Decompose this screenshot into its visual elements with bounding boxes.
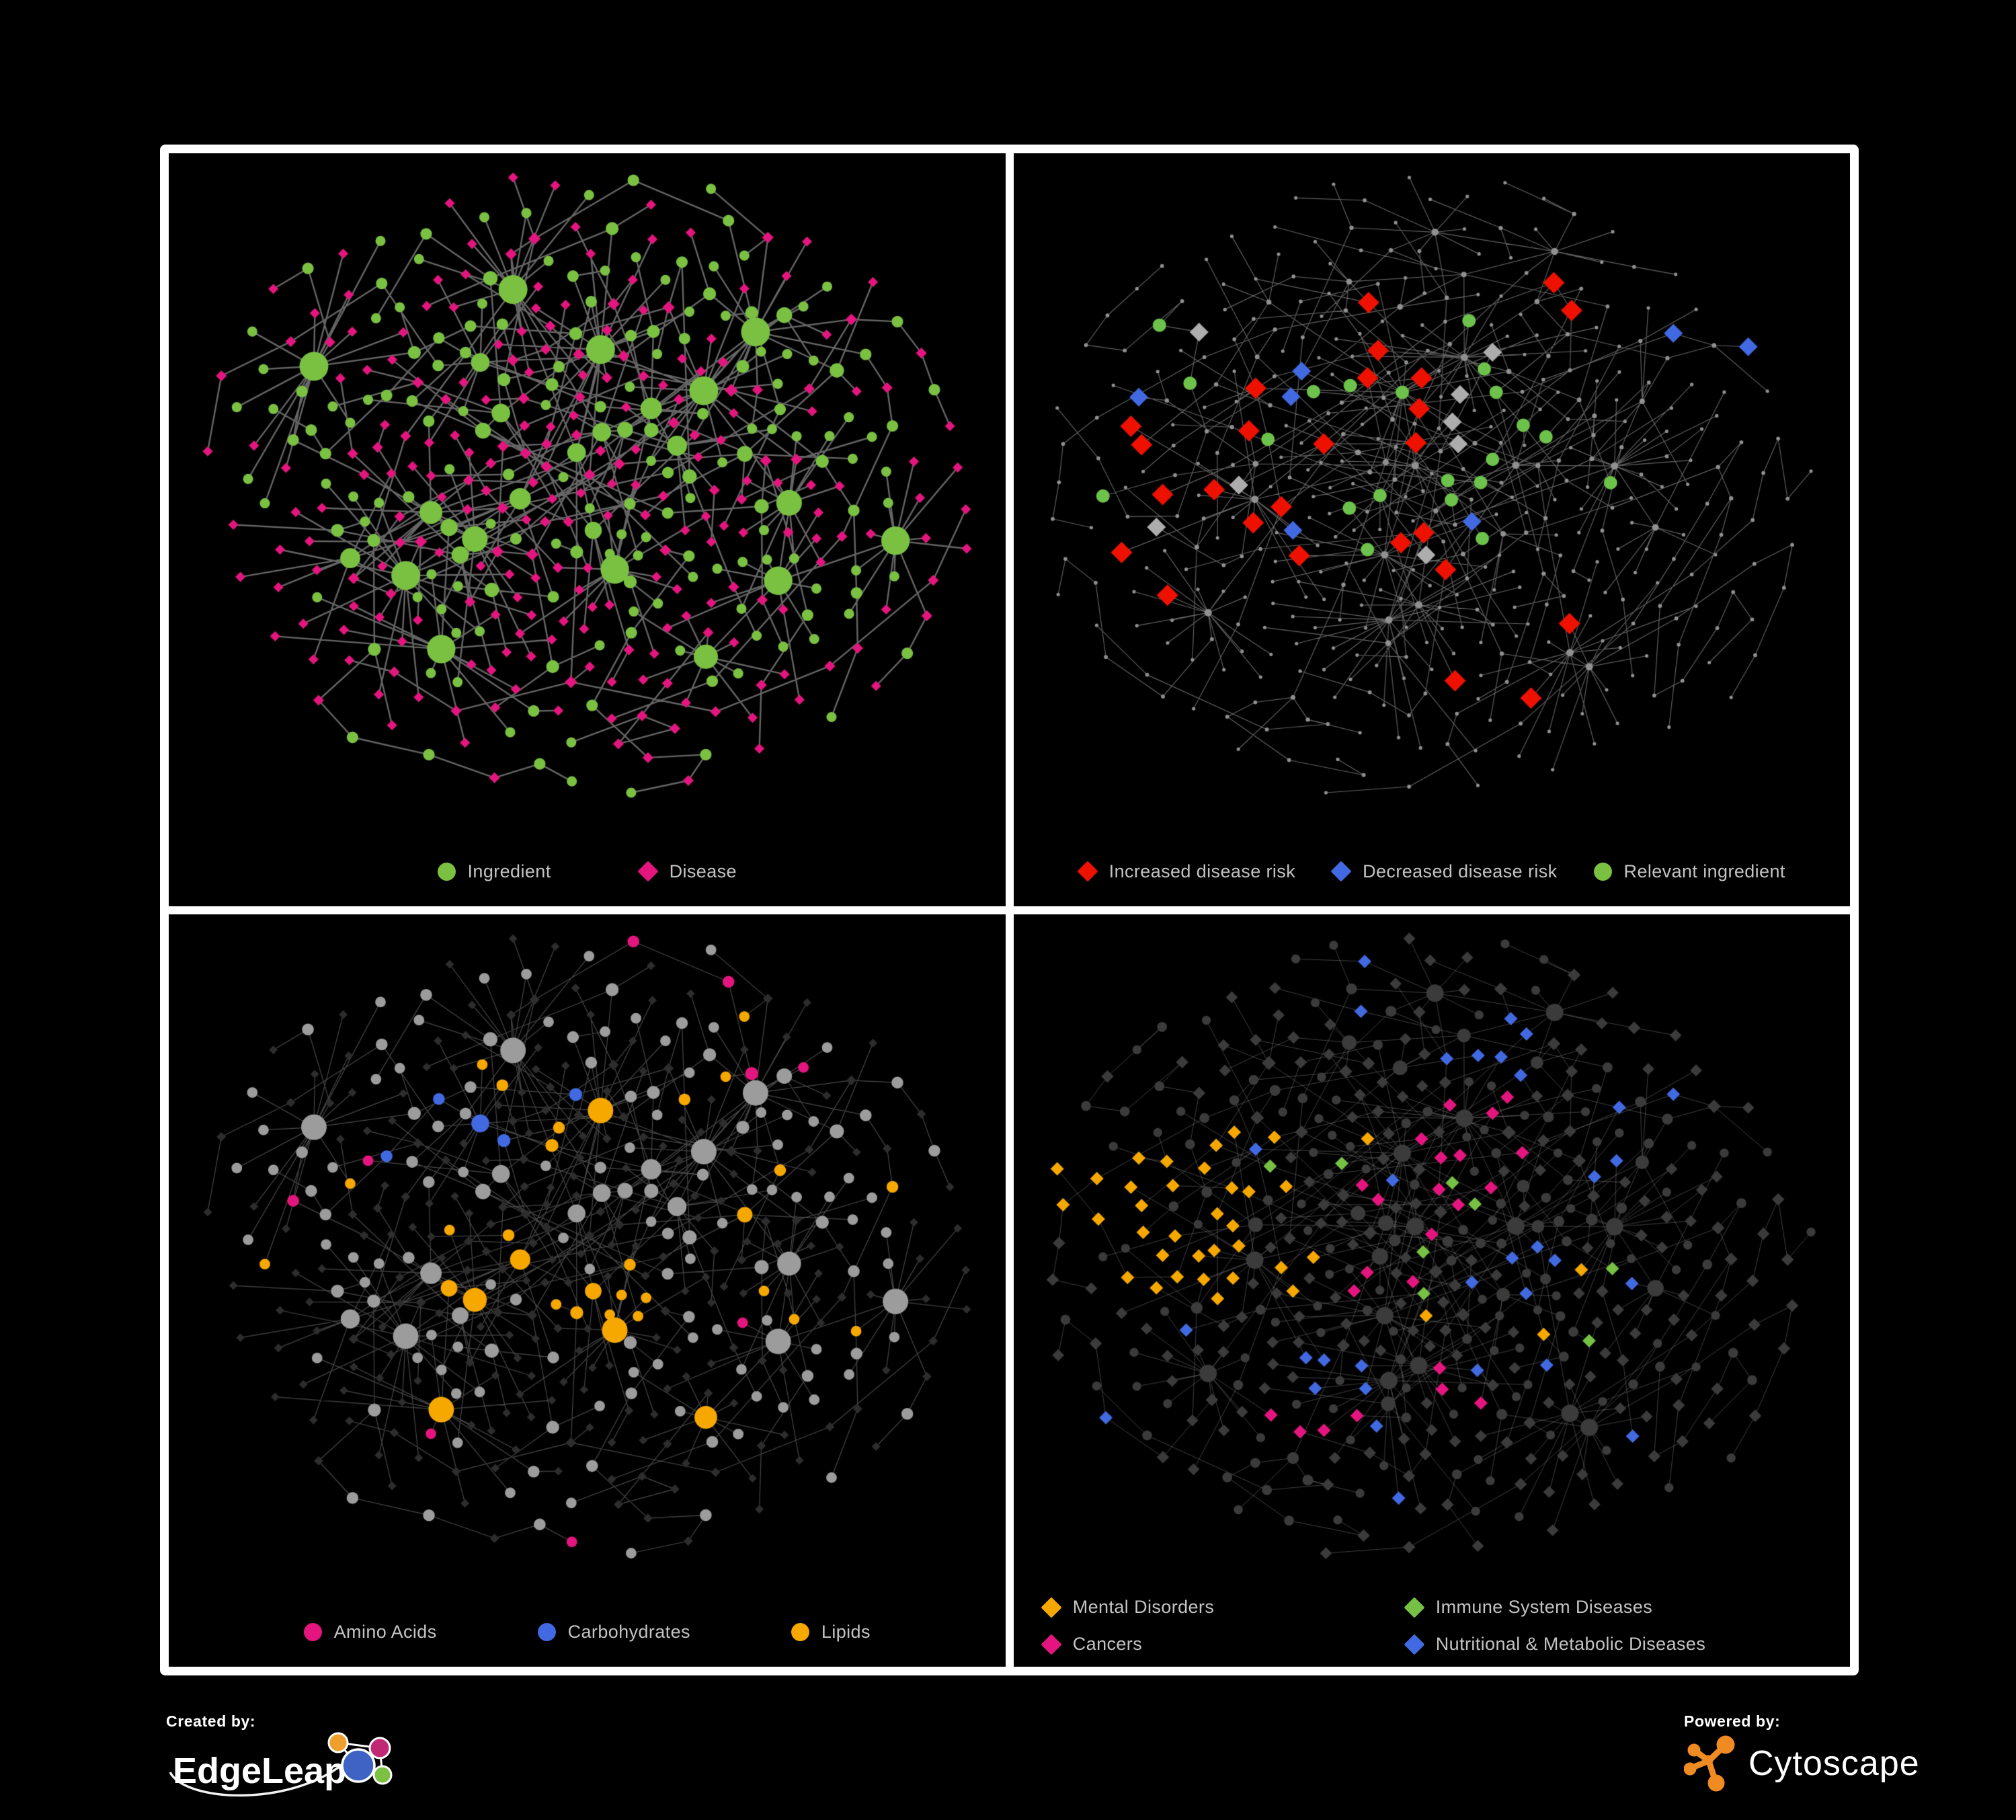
created-by-label: Created by: — [166, 1712, 256, 1730]
legend-disease-risk: Increased disease risk Decreased disease … — [1014, 861, 1851, 882]
network-canvas-ingredient-disease — [169, 153, 1006, 906]
legend-compound-classes: Amino Acids Carbohydrates Lipids — [169, 1622, 1006, 1643]
legend-item-immune-system-diseases: Immune System Diseases — [1404, 1596, 1822, 1618]
legend-swatch-increased-disease-risk — [1077, 861, 1098, 882]
network-canvas-compound-classes — [169, 914, 1006, 1667]
legend-swatch-carbohydrates — [537, 1623, 556, 1641]
legend-swatch-lipids — [791, 1623, 809, 1641]
cytoscape-icon — [1684, 1735, 1735, 1792]
legend-item-increased-disease-risk: Increased disease risk — [1077, 861, 1296, 882]
legend-item-ingredient: Ingredient — [437, 861, 551, 882]
legend-label: Relevant ingredient — [1623, 861, 1785, 881]
legend-label: Lipids — [821, 1622, 871, 1642]
legend-label: Mental Disorders — [1072, 1597, 1215, 1617]
legend-swatch-mental-disorders — [1041, 1596, 1062, 1618]
panel-compound-classes: Amino Acids Carbohydrates Lipids — [169, 914, 1006, 1667]
powered-by-block: Powered by: Cytoscape — [1684, 1712, 1920, 1792]
legend-label: Immune System Diseases — [1435, 1597, 1653, 1617]
legend-swatch-decreased-disease-risk — [1330, 861, 1352, 882]
legend-label: Decreased disease risk — [1363, 861, 1558, 881]
powered-by-label: Powered by: — [1684, 1712, 1781, 1730]
legend-item-disease: Disease — [637, 861, 737, 882]
cytoscape-wordmark: Cytoscape — [1748, 1744, 1920, 1783]
legend-swatch-immune-system-diseases — [1404, 1596, 1425, 1618]
network-canvas-disease-classes — [1013, 914, 1850, 1667]
legend-label: Carbohydrates — [567, 1622, 690, 1642]
legend-item-carbohydrates: Carbohydrates — [537, 1622, 690, 1643]
created-by-block: Created by: EdgeLeap — [166, 1712, 395, 1816]
legend-label: Increased disease risk — [1108, 861, 1296, 881]
legend-swatch-amino-acids — [303, 1623, 322, 1641]
legend-swatch-ingredient — [437, 862, 456, 881]
legend-item-relevant-ingredient: Relevant ingredient — [1593, 861, 1785, 882]
legend-item-decreased-disease-risk: Decreased disease risk — [1330, 861, 1558, 882]
legend-label: Nutritional & Metabolic Diseases — [1435, 1634, 1706, 1654]
panel-ingredient-disease: Ingredient Disease — [169, 153, 1006, 906]
legend-item-lipids: Lipids — [791, 1622, 871, 1643]
legend-item-mental-disorders: Mental Disorders — [1041, 1596, 1405, 1618]
legend-label: Disease — [669, 861, 737, 881]
legend-label: Ingredient — [467, 861, 551, 881]
edgeleap-wordmark: EdgeLeap — [173, 1751, 346, 1791]
legend-disease-classes: Mental Disorders Immune System Diseases Ca… — [1014, 1596, 1851, 1655]
panel-disease-classes: Mental Disorders Immune System Diseases Ca… — [1013, 914, 1851, 1667]
legend-label: Cancers — [1072, 1634, 1143, 1654]
edgeleap-logo: EdgeLeap — [169, 1732, 393, 1797]
edgeleap-swoosh — [169, 1757, 350, 1797]
panel-disease-risk: Increased disease risk Decreased disease … — [1013, 153, 1851, 906]
legend-ingredient-disease: Ingredient Disease — [169, 861, 1006, 882]
legend-item-cancers: Cancers — [1041, 1633, 1405, 1655]
legend-swatch-relevant-ingredient — [1593, 862, 1612, 881]
legend-label: Amino Acids — [333, 1622, 437, 1642]
legend-swatch-cancers — [1041, 1633, 1062, 1655]
edgeleap-network-icon — [327, 1732, 393, 1785]
legend-swatch-nutritional-metabolic-diseases — [1404, 1633, 1425, 1655]
legend-swatch-disease — [637, 861, 659, 882]
legend-item-amino-acids: Amino Acids — [303, 1622, 437, 1643]
legend-item-nutritional-metabolic-diseases: Nutritional & Metabolic Diseases — [1404, 1633, 1822, 1655]
panel-grid-frame: Ingredient Disease Increased disease risk… — [160, 145, 1859, 1675]
network-canvas-disease-risk — [1013, 153, 1850, 906]
